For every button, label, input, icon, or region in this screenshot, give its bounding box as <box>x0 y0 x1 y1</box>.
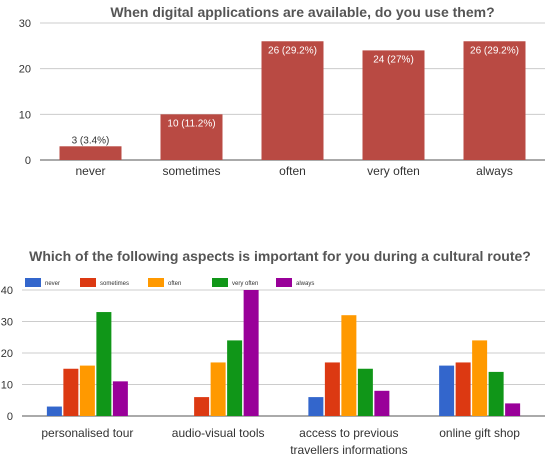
x-tick-label: never <box>75 164 105 178</box>
bar-often <box>341 315 357 416</box>
chart-title: Which of the following aspects is import… <box>29 248 531 264</box>
y-tick-label: 30 <box>1 317 13 329</box>
bar-often <box>210 362 226 416</box>
bar-very-often <box>488 371 504 416</box>
bar-sometimes <box>324 362 340 416</box>
legend-swatch-sometimes <box>80 278 96 287</box>
x-tick-label: online gift shop <box>439 426 520 440</box>
legend-swatch-very-often <box>212 278 228 287</box>
x-tick-label: travellers informations <box>290 443 407 457</box>
data-label: 26 (29.2%) <box>268 45 317 56</box>
legend-swatch-often <box>148 278 164 287</box>
bar-sometimes <box>160 114 223 160</box>
x-tick-label: sometimes <box>162 164 220 178</box>
bar-very-often <box>362 50 425 160</box>
bar-always <box>243 290 259 416</box>
x-tick-label: always <box>476 164 513 178</box>
chart-digital-applications-usage: When digital applications are available,… <box>19 4 545 178</box>
x-tick-label: very often <box>367 164 420 178</box>
bar-sometimes <box>194 397 210 416</box>
legend-swatch-never <box>25 278 41 287</box>
chart-cultural-route-aspects: Which of the following aspects is import… <box>1 248 545 457</box>
bar-always <box>505 403 521 416</box>
bar-often <box>79 365 95 416</box>
y-tick-label: 10 <box>19 109 31 121</box>
bar-sometimes <box>455 362 471 416</box>
bar-sometimes <box>63 368 79 416</box>
y-tick-label: 0 <box>7 411 13 423</box>
legend-label: sometimes <box>100 281 129 287</box>
bar-very-often <box>96 312 112 416</box>
legend-label: always <box>296 281 314 287</box>
data-label: 24 (27%) <box>373 54 414 65</box>
y-tick-label: 30 <box>19 18 31 30</box>
bar-never <box>46 406 62 416</box>
bar-always <box>374 390 390 416</box>
bar-very-often <box>357 368 373 416</box>
chart-title: When digital applications are available,… <box>110 4 494 20</box>
x-tick-label: access to previous <box>299 426 398 440</box>
bar-often <box>472 340 488 416</box>
bar-never <box>59 146 122 160</box>
y-tick-label: 0 <box>25 155 31 167</box>
bar-often <box>261 41 324 161</box>
y-tick-label: 20 <box>19 64 31 76</box>
bar-always <box>463 41 526 161</box>
data-label: 10 (11.2%) <box>167 118 215 129</box>
x-tick-label: personalised tour <box>41 426 133 440</box>
legend-swatch-always <box>276 278 292 287</box>
data-label: 3 (3.4%) <box>72 135 110 146</box>
x-tick-label: often <box>279 164 306 178</box>
x-tick-label: audio-visual tools <box>172 426 265 440</box>
bar-never <box>439 365 455 416</box>
bar-never <box>308 397 324 416</box>
bar-very-often <box>227 340 243 416</box>
y-tick-label: 10 <box>1 380 13 392</box>
y-tick-label: 20 <box>1 348 13 360</box>
bar-always <box>112 381 128 416</box>
legend-label: very often <box>232 281 258 287</box>
data-label: 26 (29.2%) <box>470 45 519 56</box>
legend-label: never <box>45 281 60 287</box>
legend-label: often <box>168 281 181 287</box>
y-tick-label: 40 <box>1 285 13 297</box>
